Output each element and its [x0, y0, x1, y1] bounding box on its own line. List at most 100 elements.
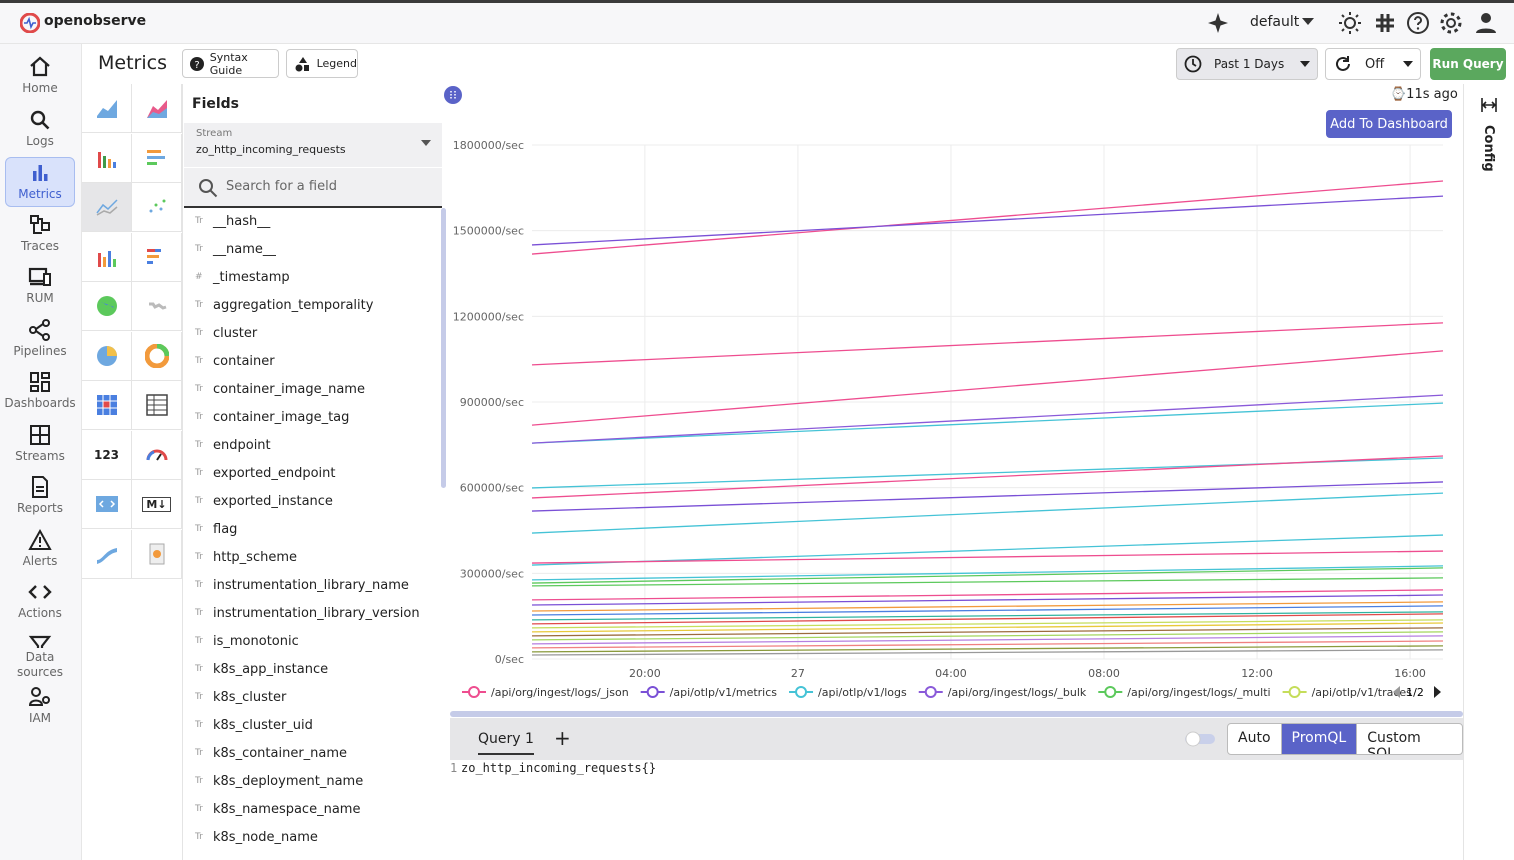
chart-type[interactable] — [132, 282, 182, 331]
field-item[interactable]: Traggregation_temporality — [183, 291, 441, 319]
chart-type[interactable] — [82, 480, 132, 529]
legend-item[interactable]: /api/otlp/v1/metrics — [641, 686, 778, 699]
icon — [1333, 54, 1353, 74]
nav-item[interactable]: Reports — [5, 472, 75, 522]
mode-option[interactable]: Auto — [1228, 724, 1281, 754]
legend-item[interactable]: /api/org/ingest/logs/_json — [462, 686, 629, 699]
chart-type[interactable] — [132, 233, 182, 282]
legend-item[interactable]: /api/otlp/v1/logs — [789, 686, 907, 699]
field-item[interactable]: Tr__hash__ — [183, 207, 441, 235]
chart-type[interactable] — [132, 183, 182, 232]
add-query[interactable]: + — [554, 726, 571, 750]
chart-type[interactable] — [132, 431, 182, 480]
field-item[interactable]: Trinstrumentation_library_version — [183, 599, 441, 627]
chart-type[interactable] — [132, 530, 182, 579]
nav-item[interactable]: Home — [5, 52, 75, 102]
legend-item[interactable]: /api/otlp/v1/traces — [1283, 686, 1413, 699]
nav-item[interactable]: Metrics — [5, 157, 75, 207]
chart-type[interactable] — [132, 134, 182, 183]
field-search[interactable]: Search for a field — [184, 168, 442, 208]
chart-type[interactable] — [82, 183, 132, 232]
refresh[interactable]: Off — [1325, 48, 1421, 80]
toggle[interactable] — [1183, 731, 1217, 747]
nav-item[interactable]: Pipelines — [5, 315, 75, 365]
mode-option[interactable]: Custom SQL — [1356, 724, 1462, 754]
nav-item[interactable]: Actions — [5, 577, 75, 627]
nav-icon — [28, 685, 52, 709]
nav-item[interactable]: Traces — [5, 210, 75, 260]
legend-item[interactable]: /api/org/ingest/logs/_multi — [1098, 686, 1270, 699]
chart-type[interactable] — [82, 332, 132, 381]
slack-icon[interactable] — [1374, 12, 1396, 34]
series-line — [532, 181, 1443, 254]
org-select[interactable]: default — [1250, 14, 1299, 30]
field-type: # — [195, 272, 213, 282]
nav-label: IAM — [29, 711, 51, 726]
query-tab[interactable]: Query 1 — [478, 731, 534, 755]
legend-item[interactable]: /api/org/ingest/logs/_bulk — [919, 686, 1087, 699]
query-code[interactable]: zo_http_incoming_requests{} — [461, 761, 656, 775]
time-range[interactable]: Past 1 Days — [1176, 48, 1318, 80]
nav-item[interactable]: Data sources — [5, 630, 75, 680]
field-item[interactable]: #_timestamp — [183, 263, 441, 291]
legend-label: /api/org/ingest/logs/_multi — [1127, 686, 1270, 699]
config-label[interactable]: Config — [1481, 125, 1496, 172]
nav-icon — [28, 528, 52, 552]
field-item[interactable]: Trhttp_scheme — [183, 543, 441, 571]
icon — [295, 56, 309, 72]
legend-next[interactable] — [1434, 686, 1441, 698]
field-item[interactable]: Tr__name__ — [183, 235, 441, 263]
nav-item[interactable]: IAM — [5, 682, 75, 732]
field-item[interactable]: Trcontainer_image_name — [183, 375, 441, 403]
chart-type[interactable] — [82, 282, 132, 331]
field-item[interactable]: Trk8s_container_name — [183, 739, 441, 767]
chart-type[interactable]: 123 — [82, 431, 132, 480]
nav-item[interactable]: RUM — [5, 262, 75, 312]
field-item[interactable]: Tris_monotonic — [183, 627, 441, 655]
field-item[interactable]: Trk8s_cluster — [183, 683, 441, 711]
chart-type[interactable] — [132, 381, 182, 430]
chart-type[interactable] — [82, 530, 132, 579]
field-item[interactable]: Trflag — [183, 515, 441, 543]
mode-option[interactable]: PromQL — [1281, 724, 1357, 754]
field-type: Tr — [195, 776, 213, 786]
field-item[interactable]: Trcluster — [183, 319, 441, 347]
field-item[interactable]: Trinstrumentation_library_name — [183, 571, 441, 599]
field-item[interactable]: Trexported_endpoint — [183, 459, 441, 487]
settings-icon[interactable] — [1439, 11, 1463, 35]
run-query-button[interactable]: Run Query — [1430, 48, 1506, 80]
theme-icon[interactable] — [1338, 11, 1362, 35]
nav-item[interactable]: Logs — [5, 105, 75, 155]
ai-icon[interactable] — [1207, 12, 1229, 34]
field-item[interactable]: Trcontainer — [183, 347, 441, 375]
legend-button[interactable]: Legend — [286, 49, 358, 78]
config-icon[interactable] — [1480, 97, 1498, 113]
field-item[interactable]: Trendpoint — [183, 431, 441, 459]
nav-item[interactable]: Alerts — [5, 525, 75, 575]
field-item[interactable]: Trk8s_deployment_name — [183, 767, 441, 795]
chart-type[interactable]: M↓ — [132, 480, 182, 529]
chart-type[interactable] — [132, 84, 182, 133]
field-item[interactable]: Trk8s_node_name — [183, 823, 441, 851]
field-name: instrumentation_library_version — [213, 606, 420, 621]
chart-type[interactable] — [82, 381, 132, 430]
chart-type[interactable] — [82, 233, 132, 282]
help-icon[interactable] — [1406, 11, 1430, 35]
field-item[interactable]: Trk8s_namespace_name — [183, 795, 441, 823]
stream-select[interactable]: Stream zo_http_incoming_requests — [184, 123, 442, 167]
nav-item[interactable]: Dashboards — [5, 367, 75, 417]
chart-type[interactable] — [82, 84, 132, 133]
nav-label: Pipelines — [13, 344, 66, 359]
chart-type[interactable] — [82, 134, 132, 183]
chart-type[interactable] — [132, 332, 182, 381]
series-line — [532, 551, 1443, 563]
field-item[interactable]: Trk8s_cluster_uid — [183, 711, 441, 739]
syntax-guide-button[interactable]: ?Syntax Guide — [182, 49, 279, 78]
field-item[interactable]: Trk8s_app_instance — [183, 655, 441, 683]
field-item[interactable]: Trcontainer_image_tag — [183, 403, 441, 431]
series-line — [532, 493, 1443, 533]
nav-item[interactable]: Streams — [5, 420, 75, 470]
user-icon[interactable] — [1474, 11, 1498, 35]
field-item[interactable]: Trexported_instance — [183, 487, 441, 515]
nav-label: Home — [22, 81, 57, 96]
